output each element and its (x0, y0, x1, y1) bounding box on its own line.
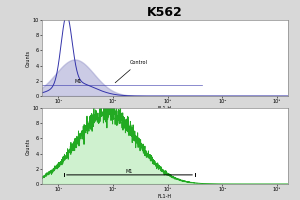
Y-axis label: Counts: Counts (26, 137, 31, 155)
X-axis label: FL1-H: FL1-H (158, 106, 172, 111)
Y-axis label: Counts: Counts (26, 49, 31, 67)
Text: M1: M1 (126, 169, 133, 174)
X-axis label: FL1-H: FL1-H (158, 194, 172, 199)
Text: Control: Control (115, 60, 147, 83)
Text: M1: M1 (75, 79, 82, 84)
Text: K562: K562 (147, 6, 183, 19)
